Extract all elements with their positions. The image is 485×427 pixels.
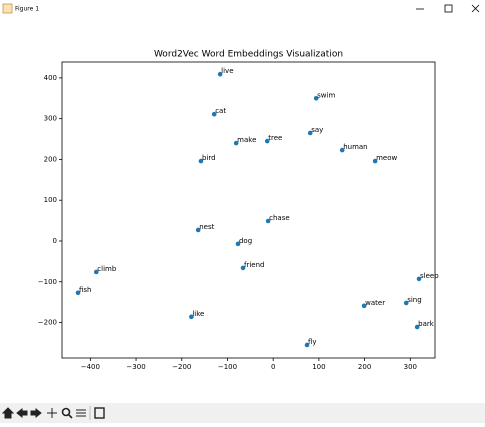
point bbox=[217, 71, 223, 77]
point bbox=[414, 324, 420, 330]
point bbox=[339, 147, 345, 153]
pan-button[interactable] bbox=[47, 408, 57, 418]
point bbox=[265, 218, 271, 224]
x-tick-label: 200 bbox=[358, 363, 371, 371]
forward-button[interactable] bbox=[30, 407, 42, 419]
point bbox=[189, 314, 194, 320]
point-label: nest bbox=[199, 223, 214, 231]
figure bbox=[0, 18, 485, 403]
x-tick-label: −300 bbox=[126, 363, 145, 371]
toolbar bbox=[0, 403, 485, 423]
x-tick-label: 300 bbox=[404, 363, 417, 371]
point bbox=[235, 241, 241, 247]
point-label: sing bbox=[407, 296, 421, 304]
point bbox=[195, 227, 201, 233]
y-tick-label: 100 bbox=[44, 196, 57, 204]
point bbox=[304, 342, 310, 348]
point-label: climb bbox=[97, 265, 117, 273]
close-button[interactable] bbox=[471, 4, 480, 13]
y-tick-label: 200 bbox=[44, 155, 57, 163]
configure-button[interactable] bbox=[76, 409, 86, 417]
window-title: Figure 1 bbox=[15, 6, 39, 13]
point-label: tree bbox=[268, 134, 282, 142]
point bbox=[264, 138, 270, 144]
point bbox=[403, 300, 409, 306]
point-label: live bbox=[221, 67, 233, 75]
point-label: make bbox=[237, 136, 256, 144]
point-label: human bbox=[343, 143, 367, 151]
axes-frame bbox=[61, 61, 436, 359]
point bbox=[313, 95, 319, 101]
y-tick-label: −200 bbox=[38, 319, 57, 327]
y-tick-label: 300 bbox=[44, 115, 57, 123]
point-label: fly bbox=[308, 338, 317, 346]
x-tick-label: −200 bbox=[172, 363, 191, 371]
point bbox=[361, 303, 367, 309]
point bbox=[416, 276, 422, 282]
y-tick-label: −100 bbox=[38, 278, 57, 286]
y-tick-label: 400 bbox=[44, 74, 57, 82]
y-tick-label: 0 bbox=[53, 237, 57, 245]
point-label: friend bbox=[244, 261, 264, 269]
app-icon bbox=[2, 3, 13, 14]
point bbox=[198, 158, 204, 164]
point bbox=[75, 290, 81, 296]
point-label: like bbox=[192, 310, 204, 318]
point bbox=[240, 265, 246, 271]
back-button[interactable] bbox=[16, 407, 28, 419]
chart-title: Word2Vec Word Embeddings Visualization bbox=[154, 50, 343, 60]
x-tick-label: −400 bbox=[81, 363, 100, 371]
maximize-button[interactable] bbox=[444, 4, 453, 13]
title-bar bbox=[0, 0, 485, 18]
point-label: cat bbox=[215, 107, 226, 115]
point bbox=[307, 130, 313, 136]
point-label: meow bbox=[376, 154, 397, 162]
point-label: bark bbox=[418, 320, 435, 328]
x-tick-label: −100 bbox=[218, 363, 237, 371]
point-label: water bbox=[365, 299, 385, 307]
point-label: swim bbox=[317, 91, 335, 99]
point bbox=[233, 140, 239, 146]
point-label: chase bbox=[269, 214, 290, 222]
point bbox=[93, 269, 99, 275]
save-button[interactable] bbox=[94, 407, 105, 419]
home-button[interactable] bbox=[1, 407, 15, 419]
point-label: sleep bbox=[420, 272, 439, 280]
point-label: fish bbox=[79, 286, 92, 294]
point bbox=[372, 158, 378, 164]
point-label: dog bbox=[239, 237, 252, 245]
x-tick-label: 0 bbox=[271, 363, 275, 371]
point-label: say bbox=[311, 126, 323, 134]
point bbox=[211, 111, 217, 117]
zoom-button[interactable] bbox=[61, 407, 73, 419]
point-label: bird bbox=[202, 154, 216, 162]
x-tick-label: 100 bbox=[312, 363, 325, 371]
